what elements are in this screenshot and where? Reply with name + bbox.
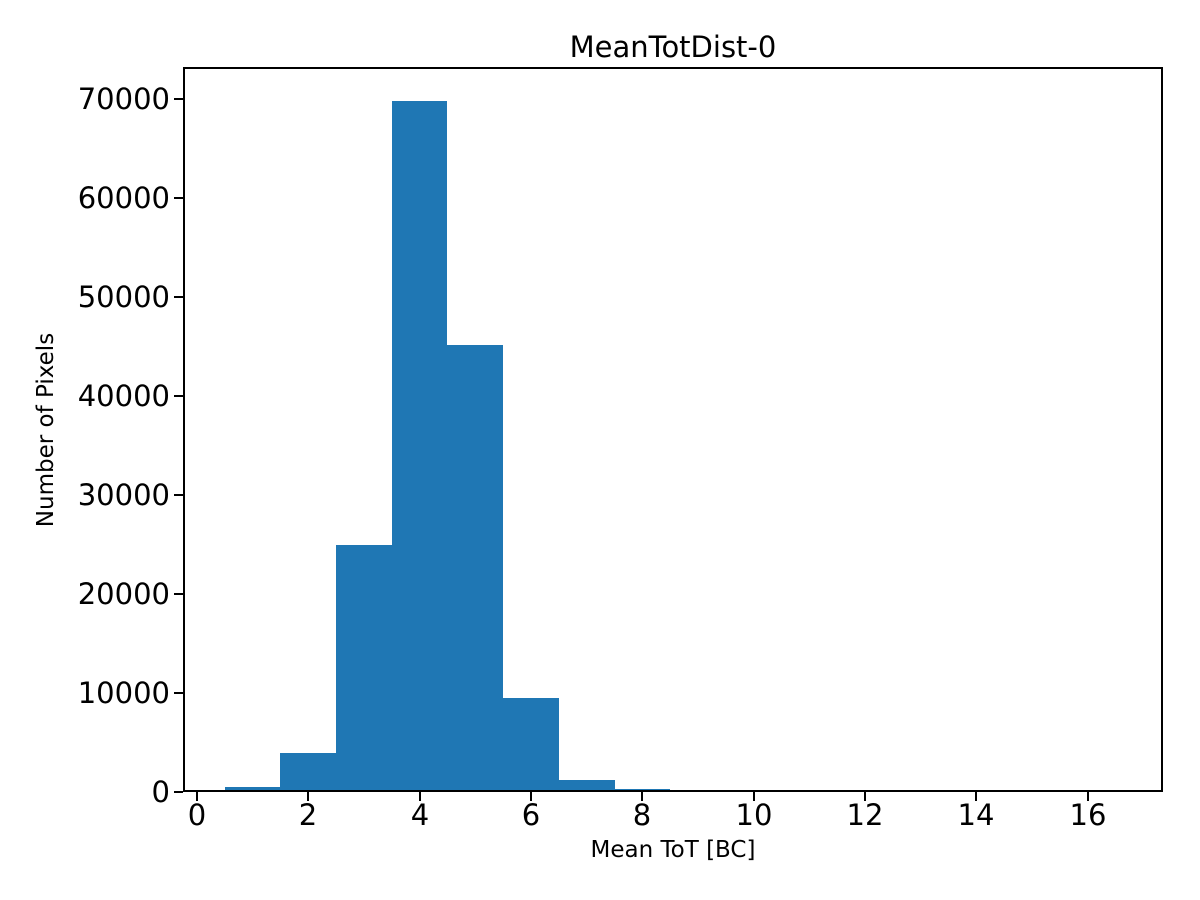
- x-axis-label: Mean ToT [BC]: [590, 837, 756, 863]
- histogram-bar: [559, 780, 615, 790]
- x-tick-mark: [641, 792, 643, 801]
- y-tick-label: 50000: [77, 280, 170, 314]
- x-tick-label: 16: [1069, 798, 1107, 832]
- x-tick-label: 0: [187, 798, 207, 832]
- x-tick-label: 8: [632, 798, 652, 832]
- y-tick-mark: [174, 197, 183, 199]
- x-tick-mark: [307, 792, 309, 801]
- x-tick-mark: [196, 792, 198, 801]
- x-tick-label: 4: [410, 798, 430, 832]
- x-tick-label: 10: [735, 798, 773, 832]
- x-tick-label: 12: [846, 798, 884, 832]
- y-tick-mark: [174, 98, 183, 100]
- y-tick-label: 0: [151, 775, 170, 809]
- y-tick-mark: [174, 692, 183, 694]
- chart-title: MeanTotDist-0: [569, 30, 777, 64]
- x-tick-mark: [975, 792, 977, 801]
- x-tick-mark: [753, 792, 755, 801]
- histogram-bar: [392, 101, 447, 790]
- y-tick-mark: [174, 296, 183, 298]
- histogram-bar: [447, 345, 503, 790]
- histogram-bar: [503, 698, 559, 790]
- x-tick-mark: [530, 792, 532, 801]
- y-tick-label: 60000: [77, 181, 170, 215]
- y-tick-mark: [174, 791, 183, 793]
- y-tick-mark: [174, 395, 183, 397]
- y-tick-label: 30000: [77, 478, 170, 512]
- x-tick-label: 6: [521, 798, 541, 832]
- x-tick-label: 14: [957, 798, 995, 832]
- x-tick-mark: [864, 792, 866, 801]
- y-tick-label: 10000: [77, 676, 170, 710]
- histogram-bar: [225, 787, 280, 790]
- plot-area: [183, 67, 1163, 792]
- x-tick-label: 2: [298, 798, 318, 832]
- histogram-bar: [615, 789, 670, 790]
- y-axis-label: Number of Pixels: [33, 332, 59, 528]
- x-tick-mark: [1087, 792, 1089, 801]
- histogram-bar: [336, 545, 392, 790]
- y-tick-mark: [174, 494, 183, 496]
- y-tick-label: 20000: [77, 577, 170, 611]
- x-tick-mark: [419, 792, 421, 801]
- y-tick-label: 70000: [77, 82, 170, 116]
- histogram-bar: [280, 753, 336, 790]
- y-tick-mark: [174, 593, 183, 595]
- y-tick-label: 40000: [77, 379, 170, 413]
